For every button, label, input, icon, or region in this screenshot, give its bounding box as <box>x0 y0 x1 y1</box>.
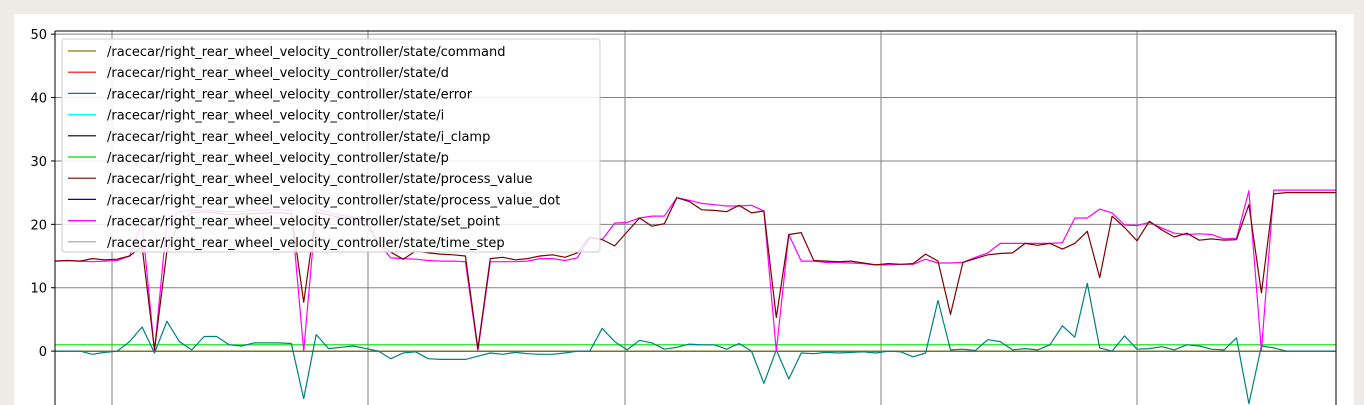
y-tick-label: 30 <box>30 155 47 170</box>
series-line-error <box>55 282 1336 405</box>
y-tick-label: 40 <box>30 92 47 107</box>
legend: /racecar/right_rear_wheel_velocity_contr… <box>61 38 601 253</box>
legend-box <box>61 38 601 253</box>
plot-panel: 0 10 20 30 40 50 /racecar/right_rear_wheel_ve… <box>14 14 1354 405</box>
legend-label: /racecar/right_rear_wheel_velocity_contr… <box>107 45 505 60</box>
y-tick-label: 10 <box>30 282 47 297</box>
axes: 0 10 20 30 40 50 <box>30 28 1337 405</box>
y-tick-label: 20 <box>30 218 47 233</box>
y-tick-label: 0 <box>39 345 47 360</box>
legend-label: /racecar/right_rear_wheel_velocity_contr… <box>107 151 449 166</box>
legend-label: /racecar/right_rear_wheel_velocity_contr… <box>107 130 490 145</box>
line-chart[interactable]: 0 10 20 30 40 50 /racecar/right_rear_wheel_ve… <box>14 14 1354 405</box>
legend-label: /racecar/right_rear_wheel_velocity_contr… <box>107 66 449 81</box>
legend-label: /racecar/right_rear_wheel_velocity_contr… <box>107 236 505 251</box>
y-tick-label: 50 <box>30 28 47 43</box>
legend-label: /racecar/right_rear_wheel_velocity_contr… <box>107 109 444 124</box>
legend-label: /racecar/right_rear_wheel_velocity_contr… <box>107 193 560 208</box>
legend-label: /racecar/right_rear_wheel_velocity_contr… <box>107 215 500 230</box>
legend-label: /racecar/right_rear_wheel_velocity_contr… <box>107 87 473 102</box>
legend-label: /racecar/right_rear_wheel_velocity_contr… <box>107 172 533 187</box>
